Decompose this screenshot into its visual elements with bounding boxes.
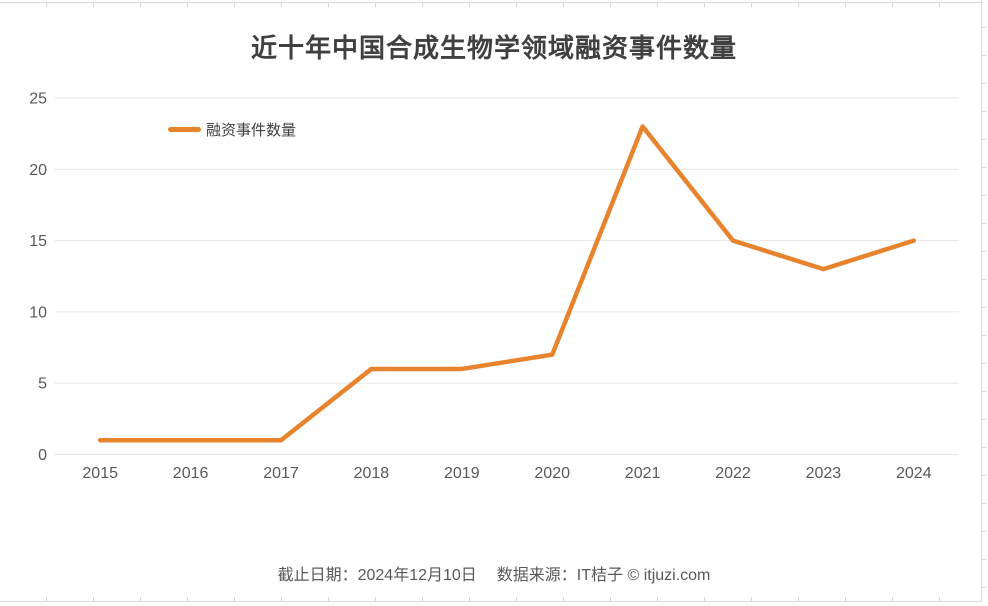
y-axis-tick-label: 10 — [29, 304, 47, 321]
footer-data-source: 数据来源：IT桔子 © itjuzi.com — [496, 567, 711, 584]
sheet-grid-top-line — [0, 2, 982, 3]
y-axis-tick-label: 25 — [29, 91, 47, 108]
x-axis-tick-label: 2016 — [173, 465, 209, 482]
footer-note: 截止日期：2024年12月10日 数据来源：IT桔子 © itjuzi.com — [0, 561, 988, 585]
y-axis-tick-label: 15 — [29, 233, 47, 250]
x-axis-tick-label: 2023 — [806, 465, 842, 482]
legend-label: 融资事件数量 — [206, 122, 297, 139]
sheet-grid-top-ticks — [0, 3, 982, 7]
x-axis-tick-label: 2018 — [354, 465, 390, 482]
sheet-grid-bottom-ticks — [0, 597, 982, 601]
y-axis-tick-label: 5 — [38, 376, 47, 393]
sheet-grid-bottom-line — [0, 601, 982, 602]
series-line-financing-events — [97, 124, 917, 443]
x-axis-tick-label: 2024 — [896, 465, 932, 482]
sheet-grid-right-ticks — [982, 0, 986, 602]
x-axis-tick-label: 2022 — [715, 465, 751, 482]
x-axis-tick-label: 2020 — [534, 465, 570, 482]
footer-cutoff-date: 截止日期：2024年12月10日 — [277, 567, 477, 584]
chart-title: 近十年中国合成生物学领域融资事件数量 — [250, 33, 737, 63]
y-axis-tick-label: 0 — [38, 447, 47, 464]
y-axis-tick-label: 20 — [29, 162, 47, 179]
sheet-grid-right-line — [981, 0, 982, 602]
x-axis-tick-label: 2019 — [444, 465, 480, 482]
x-axis-tick-label: 2015 — [82, 465, 118, 482]
x-axis-tick-label: 2021 — [625, 465, 661, 482]
legend: 融资事件数量 — [168, 119, 296, 140]
legend-line-swatch — [168, 127, 201, 132]
x-axis-tick-label: 2017 — [263, 465, 299, 482]
